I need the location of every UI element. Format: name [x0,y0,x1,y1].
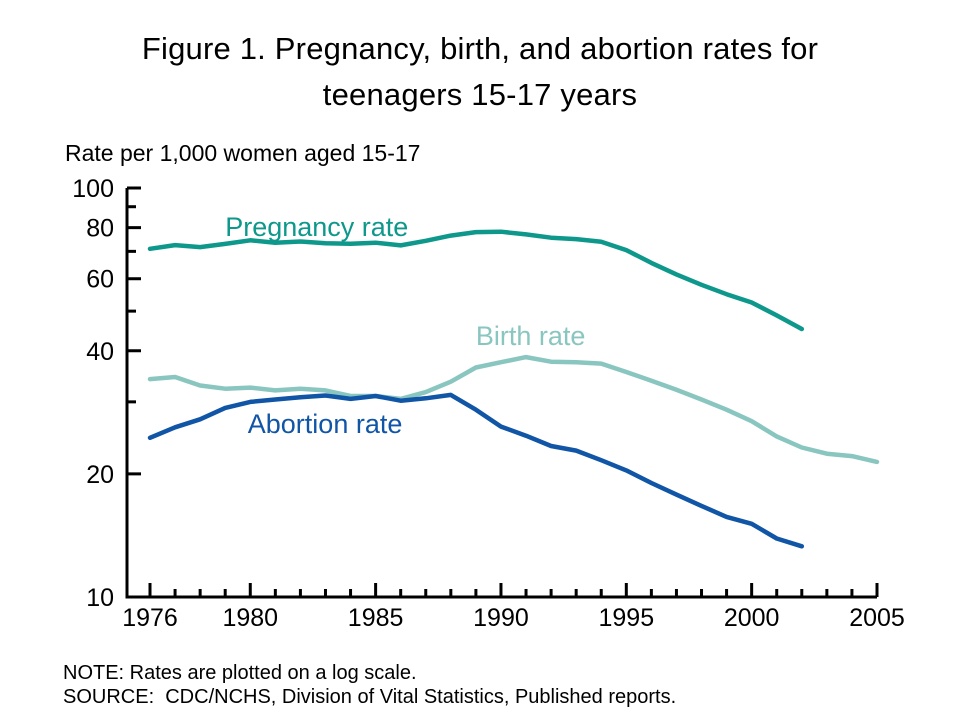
y-tick-label: 40 [86,338,114,366]
x-tick-label: 1980 [222,604,278,632]
chart-title: Figure 1. Pregnancy, birth, and abortion… [141,31,819,112]
x-tick-label: 1995 [598,604,654,632]
y-tick-label: 60 [86,266,114,294]
series-label-abortion-rate: Abortion rate [248,409,403,439]
x-tick-label: 2000 [724,604,780,632]
series-label-pregnancy-rate: Pregnancy rate [225,212,408,242]
y-tick-label: 10 [86,584,114,612]
series-line-abortion-rate [147,392,805,549]
x-tick-label: 1976 [122,604,178,632]
y-axis-unit-label: Rate per 1,000 women aged 15-17 [65,140,421,166]
x-tick-label: 1990 [473,604,529,632]
note-text: NOTE: Rates are plotted on a log scale. [63,662,417,684]
x-tick-label: 1985 [348,604,404,632]
y-tick-label: 80 [86,215,114,243]
series-label-birth-rate: Birth rate [476,321,586,351]
source-text: SOURCE: CDC/NCHS, Division of Vital Stat… [63,686,677,708]
series-line-pregnancy-rate [147,229,805,332]
x-tick-label: 2005 [849,604,905,632]
y-tick-label: 100 [72,175,114,203]
series-line-birth-rate [147,354,880,465]
y-tick-label: 20 [86,461,114,489]
